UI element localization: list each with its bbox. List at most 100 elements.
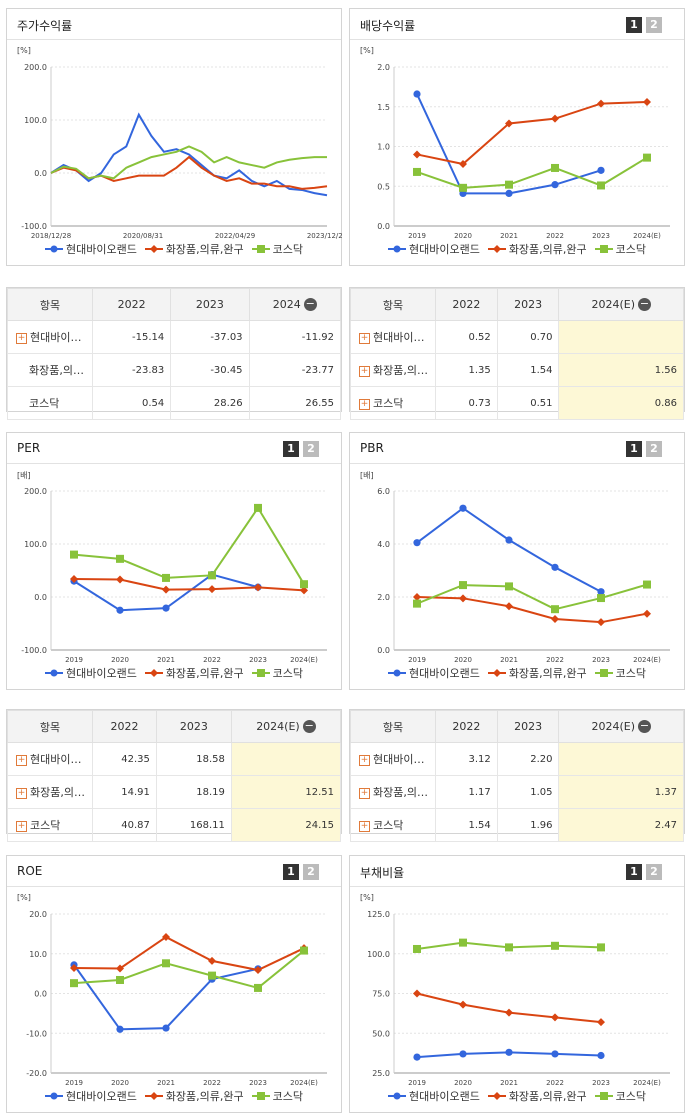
- expand-icon[interactable]: +: [16, 332, 27, 344]
- table-cell: 40.87: [92, 808, 157, 842]
- page-2-button[interactable]: 2: [303, 441, 319, 457]
- table-cell: 168.11: [155, 808, 232, 842]
- row-name-cell[interactable]: + 코스닥: [7, 808, 93, 842]
- page-1-button[interactable]: 1: [283, 441, 299, 457]
- legend-label: 현대바이오랜드: [408, 667, 480, 680]
- data-point: [208, 971, 216, 980]
- x-tick-label: 2020: [111, 656, 129, 664]
- row-name-cell[interactable]: + 화장품,의…: [350, 353, 436, 387]
- page-1-button[interactable]: 1: [626, 864, 642, 880]
- row-name-cell[interactable]: 화장품,의…: [7, 353, 93, 387]
- data-point: [597, 1051, 605, 1060]
- table-header-cell: 2022: [435, 288, 498, 321]
- page-2-button[interactable]: 2: [303, 864, 319, 880]
- row-name: 화장품,의…: [373, 786, 428, 799]
- collapse-icon[interactable]: −: [302, 719, 316, 734]
- table-header-cell: 2024−: [248, 288, 342, 321]
- collapse-icon[interactable]: −: [303, 297, 317, 312]
- legend-marker-icon: [251, 1091, 270, 1104]
- x-tick-label: 2022/04/29: [215, 232, 255, 240]
- per-chart: 200.0 100.0 0.0 -100.0 2019 2020 2021 2022 2023 2…: [21, 487, 327, 664]
- legend-item: 현대바이오랜드: [44, 1088, 137, 1104]
- data-point: [597, 594, 605, 603]
- table-row: + 코스닥 0.73 0.51 0.86: [350, 386, 684, 420]
- row-name-cell[interactable]: + 코스닥: [350, 808, 436, 842]
- x-tick-label: 2021: [500, 656, 518, 664]
- y-tick-label: 100.0: [24, 116, 47, 125]
- series-line: [416, 156, 648, 189]
- expand-icon[interactable]: +: [359, 398, 370, 410]
- pbr-chart: 6.0 4.0 2.0 0.0 2019 2020 2021 2022 2023 2024(E): [377, 487, 670, 664]
- page-2-button[interactable]: 2: [646, 441, 662, 457]
- data-point: [643, 97, 651, 106]
- table-header-cell: 항목: [350, 288, 436, 321]
- data-point: [505, 536, 513, 544]
- legend-item: 화장품,의류,완구: [144, 665, 244, 681]
- row-name-cell[interactable]: + 현대바이…: [350, 320, 436, 354]
- y-tick-label: 0.0: [34, 169, 47, 178]
- table-row: 코스닥 0.54 28.26 26.55: [7, 386, 342, 420]
- table-cell: 1.05: [496, 775, 560, 809]
- expand-icon[interactable]: +: [359, 332, 370, 344]
- legend-label: 화장품,의류,완구: [165, 1090, 244, 1103]
- data-point: [505, 1048, 513, 1056]
- y-tick-label: 20.0: [29, 910, 47, 919]
- table-cell: [230, 742, 342, 776]
- data-point: [413, 539, 421, 547]
- data-point: [116, 575, 124, 584]
- expand-icon[interactable]: +: [359, 365, 370, 377]
- x-tick-label: 2018/12/28: [31, 232, 71, 240]
- row-name-cell[interactable]: + 화장품,의…: [350, 775, 436, 809]
- table-cell: 1.37: [558, 775, 684, 809]
- page-2-button[interactable]: 2: [646, 864, 662, 880]
- page-2-button[interactable]: 2: [646, 17, 662, 33]
- x-tick-label: 2022: [546, 656, 564, 664]
- x-tick-label: 2019: [65, 656, 83, 664]
- row-name-cell[interactable]: 코스닥: [7, 386, 93, 420]
- header-label: 항목: [382, 720, 404, 734]
- page-1-button[interactable]: 1: [283, 864, 299, 880]
- expand-icon[interactable]: +: [359, 754, 370, 766]
- row-name-cell[interactable]: + 코스닥: [350, 386, 436, 420]
- data-point: [254, 966, 262, 975]
- panel-title: ROE: [17, 864, 43, 878]
- x-tick-label: 2023: [592, 1079, 610, 1087]
- collapse-icon[interactable]: −: [638, 719, 651, 734]
- collapse-icon[interactable]: −: [638, 297, 651, 312]
- data-point: [459, 1000, 467, 1009]
- x-tick-label: 2024(E): [290, 1079, 318, 1087]
- series-line: [416, 506, 602, 593]
- data-point: [551, 114, 559, 123]
- x-tick-label: 2019: [408, 232, 426, 240]
- row-name-cell[interactable]: + 현대바이…: [350, 742, 436, 776]
- expand-icon[interactable]: +: [359, 820, 370, 832]
- x-tick-label: 2022: [546, 232, 564, 240]
- row-name-cell[interactable]: + 현대바이…: [7, 320, 93, 354]
- expand-icon[interactable]: +: [16, 754, 27, 766]
- table-cell: 0.54: [91, 386, 172, 420]
- data-point: [254, 503, 262, 512]
- header-label: 2024(E): [256, 719, 300, 733]
- panel-title: 배당수익률: [360, 19, 416, 33]
- expand-icon[interactable]: +: [359, 787, 370, 799]
- page-1-button[interactable]: 1: [626, 441, 642, 457]
- y-tick-label: -20.0: [26, 1069, 47, 1078]
- row-name-cell[interactable]: + 화장품,의…: [7, 775, 93, 809]
- table-cell: 3.12: [435, 742, 498, 776]
- expand-icon[interactable]: +: [16, 820, 27, 832]
- legend-item: 코스닥: [251, 1088, 303, 1104]
- legend-label: 현대바이오랜드: [65, 243, 137, 256]
- data-point: [551, 163, 559, 172]
- legend-item: 현대바이오랜드: [387, 241, 480, 257]
- row-name-cell[interactable]: + 현대바이…: [7, 742, 93, 776]
- expand-icon[interactable]: +: [16, 787, 27, 799]
- y-unit-label: [%]: [17, 46, 31, 55]
- data-point: [300, 586, 308, 595]
- table-header-cell: 2022: [92, 710, 157, 743]
- page-1-button[interactable]: 1: [626, 17, 642, 33]
- table-row: + 현대바이… 3.12 2.20: [350, 742, 684, 776]
- data-point: [413, 944, 421, 953]
- x-tick-label: 2023: [249, 656, 267, 664]
- data-point: [162, 573, 170, 582]
- table-cell: -37.03: [170, 320, 250, 354]
